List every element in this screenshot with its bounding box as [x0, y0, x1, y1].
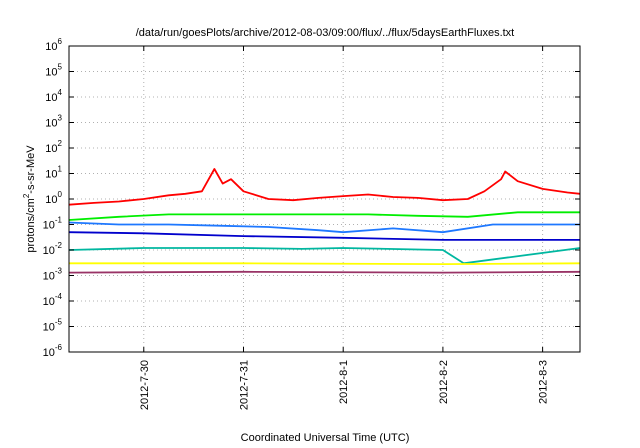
- y-tick-base: 10: [43, 271, 55, 283]
- series-line-3: [68, 221, 580, 234]
- y-tick-label: 104: [45, 88, 62, 104]
- y-tick-label: 10-1: [43, 216, 63, 232]
- x-axis: 2012-7-30 2012-7-31 2012-8-1 2012-8-2 2012-8…: [139, 46, 550, 410]
- y-tick-base: 10: [45, 143, 57, 155]
- y-tick-exponent: -1: [55, 216, 63, 225]
- y-tick-label: 101: [45, 165, 62, 181]
- series-line-2: [68, 211, 580, 221]
- y-tick-label: 106: [45, 37, 62, 53]
- y-tick-label: 102: [45, 139, 62, 155]
- y-tick-exponent: -5: [55, 318, 63, 327]
- y-tick-exponent: 0: [58, 190, 63, 199]
- y-tick-base: 10: [43, 220, 55, 232]
- y-tick-exponent: -2: [55, 241, 63, 250]
- y-tick-label: 103: [45, 114, 62, 130]
- y-tick-base: 10: [43, 347, 55, 359]
- series-line-1: [68, 168, 581, 206]
- x-tick-label: 2012-8-3: [538, 360, 550, 404]
- y-tick-exponent: -3: [55, 267, 63, 276]
- series-group: [68, 168, 581, 274]
- y-label-post: -s-sr-MeV: [25, 145, 37, 194]
- series-line-7: [68, 270, 581, 274]
- x-tick-label: 2012-8-2: [438, 360, 450, 404]
- y-tick-base: 10: [43, 296, 55, 308]
- y-axis: 10-610-510-410-310-210-11001011021031041…: [43, 37, 580, 359]
- y-tick-label: 10-2: [43, 241, 63, 257]
- y-tick-exponent: 5: [58, 63, 63, 72]
- x-axis-label: Coordinated Universal Time (UTC): [241, 432, 410, 444]
- y-tick-exponent: -4: [55, 292, 63, 301]
- x-tick-label: 2012-7-30: [139, 360, 151, 410]
- x-tick-label: 2012-8-1: [338, 360, 350, 404]
- y-tick-base: 10: [45, 118, 57, 130]
- y-tick-base: 10: [45, 169, 57, 181]
- series-line-5: [68, 247, 581, 265]
- series-line-4: [68, 231, 580, 241]
- y-tick-exponent: -6: [55, 343, 63, 352]
- y-tick-base: 10: [45, 194, 57, 206]
- y-tick-label: 100: [45, 190, 62, 206]
- y-tick-exponent: 6: [58, 37, 63, 46]
- y-label-sup: 2: [22, 193, 31, 198]
- series-line-6: [69, 262, 581, 266]
- x-tick-label: 2012-7-31: [238, 360, 250, 410]
- y-tick-exponent: 4: [58, 88, 63, 97]
- y-tick-base: 10: [45, 41, 57, 53]
- y-tick-base: 10: [43, 322, 55, 334]
- y-tick-label: 105: [45, 63, 62, 79]
- chart-title: /data/run/goesPlots/archive/2012-08-03/0…: [136, 27, 515, 39]
- y-tick-label: 10-5: [43, 318, 63, 334]
- y-label-pre: protons/cm: [25, 198, 37, 252]
- y-tick-exponent: 1: [58, 165, 63, 174]
- y-tick-label: 10-6: [43, 343, 63, 359]
- y-tick-label: 10-3: [43, 267, 63, 283]
- y-tick-exponent: 2: [58, 139, 63, 148]
- y-tick-label: 10-4: [43, 292, 63, 308]
- y-tick-exponent: 3: [58, 114, 63, 123]
- y-tick-base: 10: [45, 92, 57, 104]
- y-axis-label: protons/cm2-s-sr-MeV: [22, 145, 37, 253]
- y-tick-base: 10: [43, 245, 55, 257]
- y-tick-base: 10: [45, 67, 57, 79]
